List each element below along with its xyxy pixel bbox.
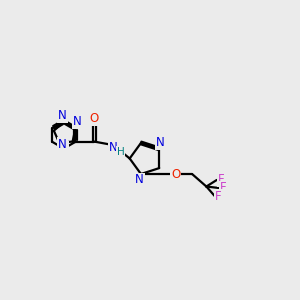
Text: N: N [73, 116, 81, 128]
Text: N: N [58, 138, 67, 151]
Text: N: N [156, 136, 165, 149]
Text: N: N [58, 109, 67, 122]
Text: N: N [59, 142, 68, 155]
Text: N: N [135, 173, 144, 187]
Text: F: F [218, 173, 224, 187]
Text: N: N [109, 141, 118, 154]
Text: F: F [220, 182, 226, 194]
Text: F: F [215, 190, 222, 202]
Text: O: O [89, 112, 99, 125]
Text: H: H [117, 147, 124, 157]
Text: O: O [171, 167, 180, 181]
